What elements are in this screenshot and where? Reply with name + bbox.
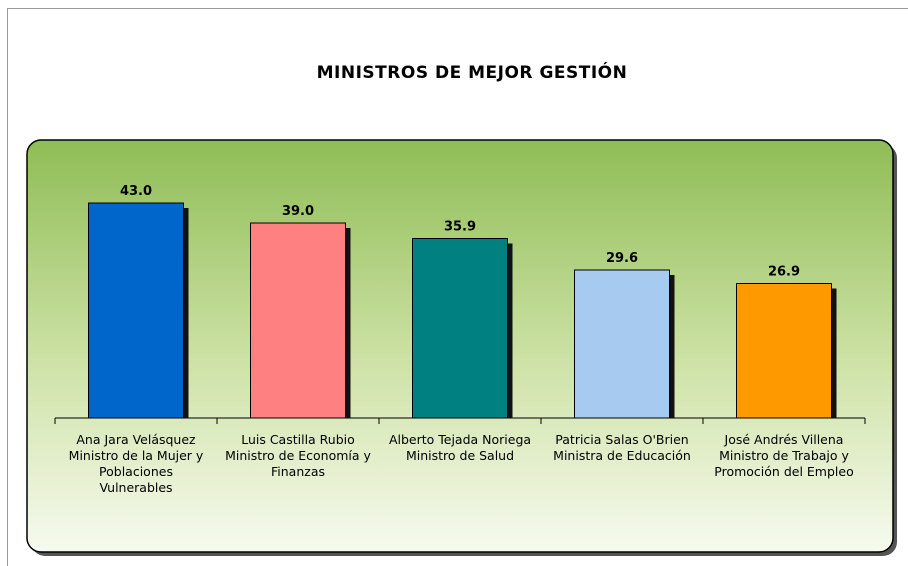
bar: [574, 269, 670, 419]
bar: [736, 283, 832, 419]
x-tick-label: Alberto Tejada Noriega Ministro de Salud: [388, 432, 532, 463]
frame: [7, 8, 908, 566]
x-tick-label: José Andrés Villena Ministro de Trabajo …: [714, 432, 854, 479]
data-label: 35.9: [444, 220, 476, 235]
bar: [250, 222, 346, 419]
x-tick-label: Luis Castilla Rubio Ministro de Economía…: [225, 432, 371, 479]
chart-title: MINISTROS DE MEJOR GESTIÓN: [317, 61, 628, 83]
data-label: 39.0: [282, 204, 314, 219]
data-label: 26.9: [768, 265, 800, 280]
x-tick-label: Ana Jara Velásquez Ministro de la Mujer …: [68, 432, 204, 495]
bar: [88, 202, 184, 419]
data-label: 29.6: [606, 251, 638, 266]
bar: [412, 238, 508, 419]
data-label: 43.0: [120, 184, 152, 199]
x-tick-label: Patricia Salas O'Brien Ministra de Educa…: [553, 432, 691, 463]
